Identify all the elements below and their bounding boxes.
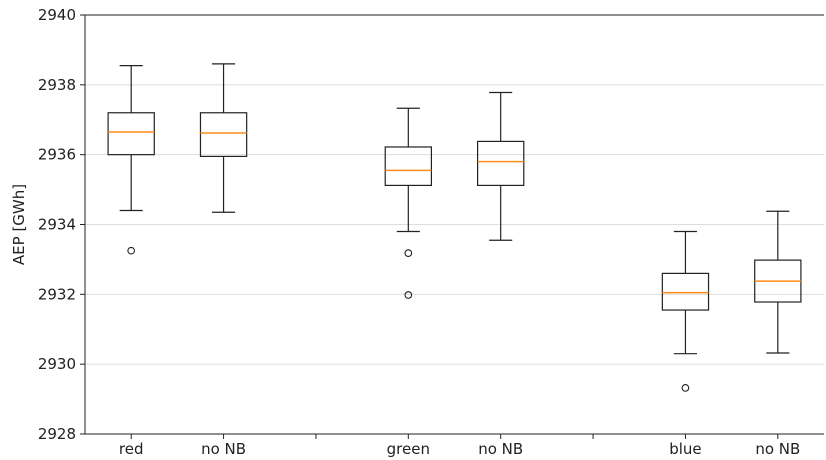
- grid-lines: [85, 84, 824, 365]
- y-tick-label: 2936: [38, 146, 76, 164]
- y-tick-label: 2934: [38, 216, 76, 234]
- x-tick-label: blue: [669, 440, 701, 458]
- box-group: [476, 91, 525, 241]
- box-group: [754, 210, 802, 354]
- x-tick-label: green: [387, 440, 430, 458]
- box-iqr: [476, 140, 525, 186]
- axes: 2928 2930 2932 2934 2936 2938 2940 red no NB gree…: [38, 6, 824, 458]
- box-group: [107, 65, 155, 255]
- outlier-point: [404, 291, 413, 299]
- outlier-point: [681, 384, 690, 392]
- box-iqr: [661, 272, 710, 311]
- y-tick-label: 2932: [38, 285, 76, 303]
- box-group: [384, 107, 433, 299]
- box-iqr: [199, 112, 248, 158]
- y-tick-label: 2930: [38, 355, 76, 373]
- x-tick-label: no NB: [755, 440, 800, 458]
- x-tick-label: no NB: [201, 440, 246, 458]
- y-tick-label: 2928: [38, 425, 76, 443]
- y-axis-label: AEP [GWh]: [10, 184, 28, 265]
- x-tick-label: no NB: [478, 440, 523, 458]
- x-tick-label: red: [119, 440, 144, 458]
- outlier-point: [127, 246, 136, 255]
- y-tick-label: 2940: [38, 6, 76, 24]
- box-group: [661, 230, 710, 392]
- box-group: [199, 63, 248, 213]
- box-iqr: [384, 146, 433, 186]
- outlier-point: [404, 249, 413, 257]
- y-tick-label: 2938: [38, 76, 76, 94]
- box-iqr: [107, 112, 155, 156]
- plot-area: [107, 63, 802, 392]
